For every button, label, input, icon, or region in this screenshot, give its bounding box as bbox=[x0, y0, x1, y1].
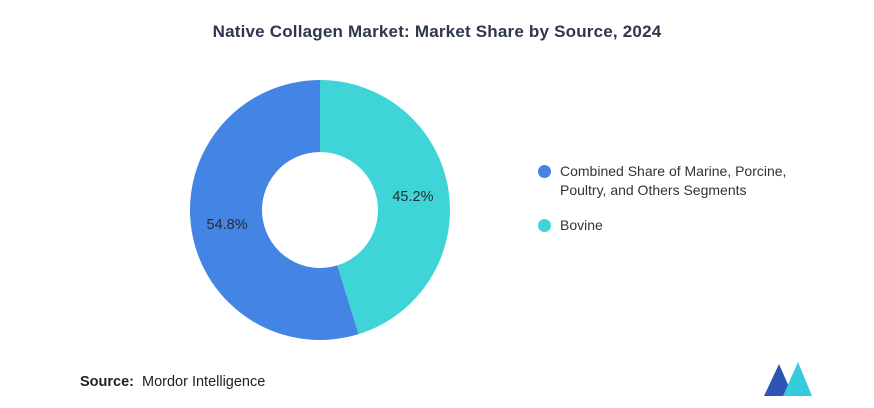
segment-value-label: 45.2% bbox=[392, 189, 433, 205]
source-label: Source: bbox=[80, 374, 134, 390]
segment-value-label: 54.8% bbox=[207, 217, 248, 233]
legend-marker-icon bbox=[538, 218, 551, 232]
logo-left-peak bbox=[764, 364, 793, 396]
donut-segment-0 bbox=[189, 80, 359, 341]
source-note: Source: Mordor Intelligence bbox=[80, 374, 265, 390]
chart-title: Native Collagen Market: Market Share by … bbox=[212, 22, 662, 41]
legend-label: Combined Share of Marine, Porcine, Poult… bbox=[560, 163, 787, 199]
legend-item-0: Combined Share of Marine, Porcine, Poult… bbox=[538, 162, 810, 201]
legend-marker-icon bbox=[538, 165, 551, 178]
legend-item-1: Bovine bbox=[538, 216, 810, 235]
legend-label: Bovine bbox=[560, 216, 603, 233]
logo-right-peak bbox=[783, 362, 812, 396]
mordor-intelligence-logo bbox=[762, 362, 814, 396]
source-value: Mordor Intelligence bbox=[142, 374, 266, 390]
donut-segment-1 bbox=[320, 80, 450, 335]
legend: Combined Share of Marine, Porcine, Poult… bbox=[538, 162, 810, 250]
